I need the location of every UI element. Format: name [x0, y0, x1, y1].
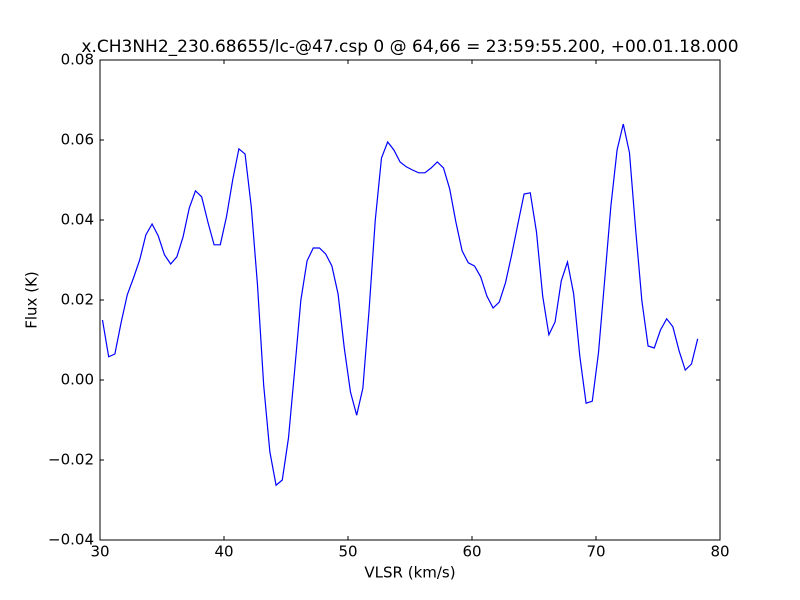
x-tick-label: 80 — [710, 543, 729, 561]
y-tick-label: 0.06 — [61, 131, 94, 149]
line-series — [101, 123, 699, 487]
y-tick-label: 0.04 — [61, 211, 94, 229]
chart-title: x.CH3NH2_230.68655/lc-@47.csp 0 @ 64,66 … — [81, 37, 738, 57]
y-tick-label: −0.02 — [48, 451, 94, 469]
y-tick-label: 0.00 — [61, 371, 94, 389]
y-tick-label: −0.04 — [48, 531, 94, 549]
x-tick-label: 60 — [462, 543, 481, 561]
x-tick-label: 70 — [586, 543, 605, 561]
x-tick-label: 50 — [338, 543, 357, 561]
y-axis-label: Flux (K) — [23, 271, 41, 329]
x-tick-label: 30 — [90, 543, 109, 561]
y-tick-label: 0.08 — [61, 51, 94, 69]
x-axis-label: VLSR (km/s) — [364, 564, 455, 582]
x-tick-label: 40 — [214, 543, 233, 561]
y-tick-label: 0.02 — [61, 291, 94, 309]
plot-frame — [99, 59, 721, 541]
